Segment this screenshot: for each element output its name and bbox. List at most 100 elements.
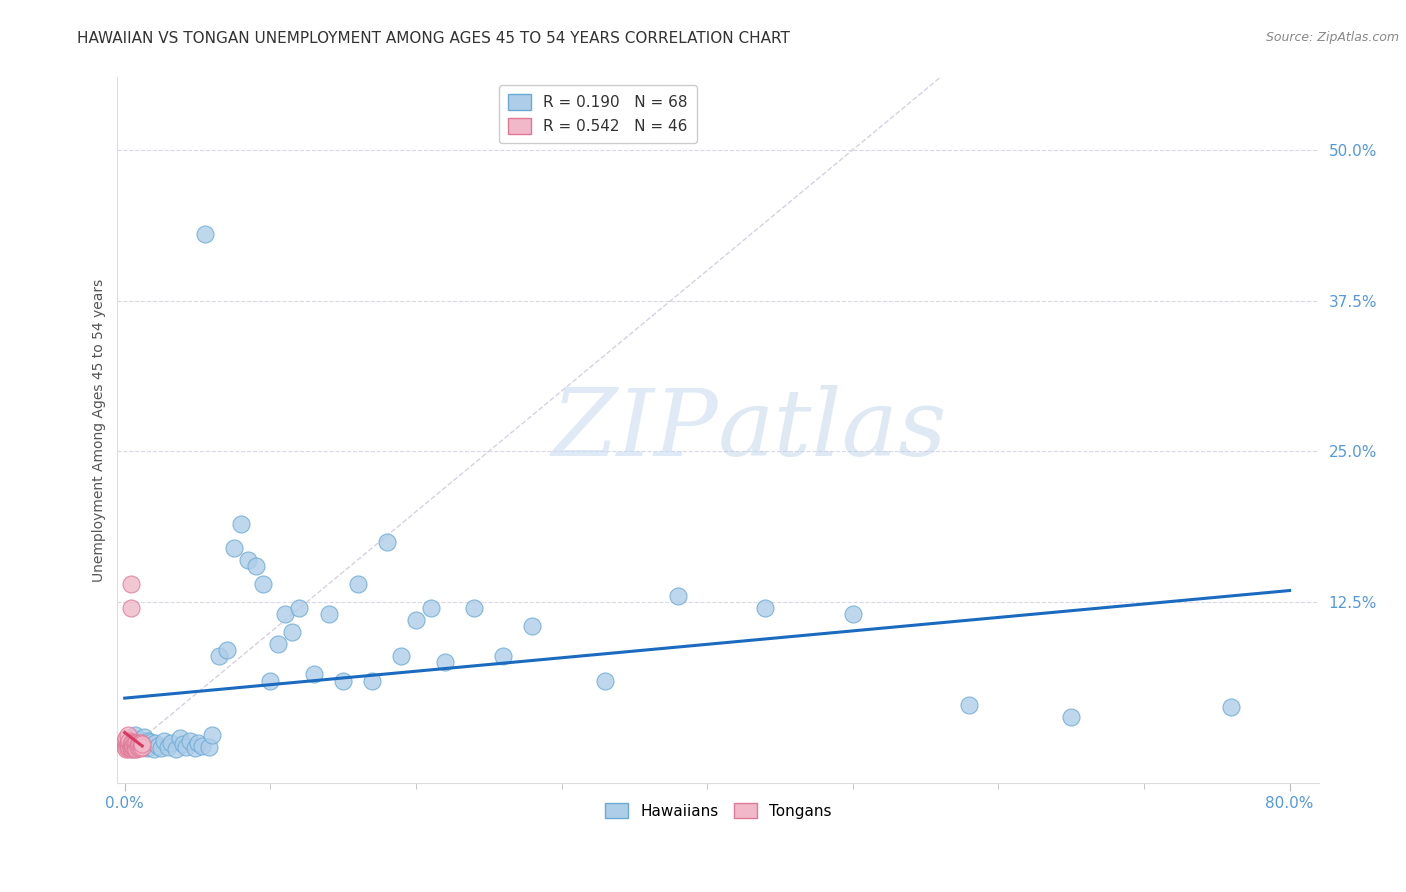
Point — [131, 739, 153, 754]
Point — [117, 734, 139, 748]
Point — [118, 739, 141, 754]
Point — [120, 577, 142, 591]
Point — [266, 637, 288, 651]
Point — [114, 734, 136, 748]
Point — [153, 734, 176, 748]
Point — [128, 738, 150, 752]
Text: atlas: atlas — [718, 385, 948, 475]
Point — [1060, 709, 1083, 723]
Point — [122, 739, 145, 753]
Point — [125, 741, 148, 756]
Point — [150, 741, 173, 756]
Point — [124, 739, 146, 754]
Point — [117, 728, 139, 742]
Legend: Hawaiians, Tongans: Hawaiians, Tongans — [599, 797, 838, 825]
Point — [124, 728, 146, 742]
Point — [117, 736, 139, 750]
Point — [142, 742, 165, 756]
Point — [281, 625, 304, 640]
Point — [136, 734, 159, 748]
Point — [129, 736, 152, 750]
Point — [129, 739, 152, 753]
Point — [128, 738, 150, 752]
Point — [361, 673, 384, 688]
Point — [121, 735, 143, 749]
Point — [434, 656, 457, 670]
Point — [148, 739, 170, 753]
Point — [129, 741, 152, 756]
Point — [115, 742, 138, 756]
Point — [288, 601, 311, 615]
Point — [118, 741, 141, 756]
Point — [201, 728, 224, 742]
Point — [131, 739, 153, 753]
Point — [245, 558, 267, 573]
Point — [124, 742, 146, 756]
Point — [522, 619, 544, 633]
Point — [179, 734, 201, 748]
Point — [132, 730, 155, 744]
Point — [222, 541, 245, 555]
Point — [346, 577, 368, 591]
Point — [128, 736, 150, 750]
Point — [127, 735, 149, 749]
Point — [115, 731, 138, 746]
Point — [124, 738, 146, 752]
Text: Source: ZipAtlas.com: Source: ZipAtlas.com — [1265, 31, 1399, 45]
Point — [157, 739, 180, 754]
Point — [118, 739, 141, 754]
Point — [259, 673, 281, 688]
Point — [127, 738, 149, 752]
Point — [375, 534, 398, 549]
Point — [208, 649, 231, 664]
Text: ZIP: ZIP — [551, 385, 718, 475]
Point — [122, 736, 145, 750]
Point — [118, 734, 141, 748]
Point — [419, 601, 441, 615]
Point — [186, 736, 208, 750]
Point — [174, 739, 197, 754]
Point — [122, 739, 145, 754]
Point — [124, 736, 146, 750]
Point — [117, 739, 139, 753]
Point — [666, 589, 689, 603]
Point — [121, 739, 143, 753]
Point — [131, 738, 153, 752]
Point — [302, 667, 325, 681]
Point — [120, 741, 142, 756]
Point — [191, 739, 214, 753]
Point — [125, 736, 148, 750]
Point — [120, 739, 142, 754]
Point — [114, 739, 136, 754]
Point — [125, 741, 148, 756]
Point — [139, 735, 162, 749]
Point — [122, 731, 145, 746]
Point — [118, 736, 141, 750]
Point — [169, 731, 191, 746]
Point — [238, 553, 260, 567]
Point — [1220, 700, 1243, 714]
Point — [121, 742, 143, 756]
Point — [231, 516, 253, 531]
Point — [135, 741, 157, 756]
Point — [134, 736, 156, 750]
Point — [138, 739, 160, 754]
Point — [127, 739, 149, 754]
Point — [143, 736, 166, 750]
Point — [463, 601, 485, 615]
Point — [121, 741, 143, 756]
Point — [122, 741, 145, 756]
Point — [405, 613, 427, 627]
Point — [165, 742, 187, 756]
Point — [172, 738, 194, 752]
Point — [121, 742, 143, 756]
Point — [117, 742, 139, 756]
Point — [115, 736, 138, 750]
Point — [274, 607, 297, 622]
Point — [125, 742, 148, 756]
Point — [124, 739, 146, 753]
Point — [754, 601, 776, 615]
Point — [593, 673, 616, 688]
Point — [120, 601, 142, 615]
Point — [252, 577, 274, 591]
